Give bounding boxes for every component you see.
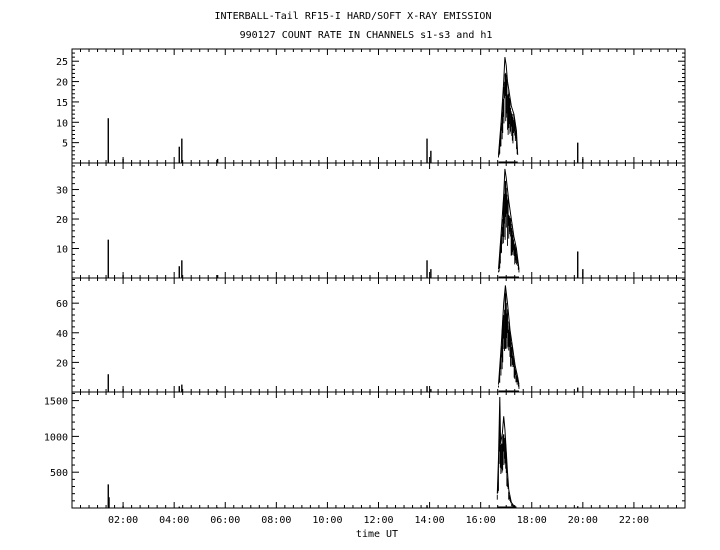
panel-s2: 10 20 30 bbox=[56, 162, 686, 279]
panel-frame bbox=[71, 48, 686, 164]
panel-h1: 500 1000 1500 bbox=[44, 391, 686, 509]
data-burst-envelope bbox=[498, 57, 519, 155]
x-tick-label: 08:00 bbox=[261, 515, 291, 526]
y-tick-label: 20 bbox=[56, 358, 68, 369]
x-tick-label: 14:00 bbox=[415, 515, 445, 526]
plot-area: 5 10 15 20 25 10 20 30 20 40 60 500 1000 1500 02:00 04:… bbox=[44, 48, 686, 526]
panel-frame bbox=[71, 162, 686, 279]
panel-s3: 20 40 60 bbox=[56, 277, 686, 393]
x-tick-label: 10:00 bbox=[312, 515, 342, 526]
y-tick-label: 20 bbox=[56, 78, 68, 89]
data-burst bbox=[496, 396, 517, 508]
x-tick-label: 18:00 bbox=[517, 515, 547, 526]
y-tick-label: 10 bbox=[56, 245, 68, 256]
y-tick-label: 25 bbox=[56, 57, 68, 68]
x-tick-label: 04:00 bbox=[159, 515, 189, 526]
panel-frame bbox=[71, 277, 686, 393]
data-burst bbox=[498, 168, 520, 278]
x-tick-label: 02:00 bbox=[108, 515, 138, 526]
x-tick-label: 06:00 bbox=[210, 515, 240, 526]
x-tick-label: 20:00 bbox=[568, 515, 598, 526]
data-burst bbox=[498, 285, 520, 392]
y-tick-label: 30 bbox=[56, 186, 68, 197]
data-burst-envelope bbox=[496, 396, 517, 508]
chart-title-line-2: 990127 COUNT RATE IN CHANNELS s1-s3 and … bbox=[240, 30, 493, 41]
panel-frame bbox=[71, 391, 686, 509]
data-burst-envelope bbox=[498, 285, 520, 385]
y-tick-label: 20 bbox=[56, 215, 68, 226]
y-tick-label: 10 bbox=[56, 118, 68, 129]
x-tick-label: 12:00 bbox=[363, 515, 393, 526]
y-tick-label: 40 bbox=[56, 329, 68, 340]
chart-title-line-1: INTERBALL-Tail RF15-I HARD/SOFT X-RAY EM… bbox=[215, 11, 492, 22]
y-tick-label: 1000 bbox=[44, 432, 68, 443]
data-burst bbox=[498, 57, 519, 163]
x-tick-label: 16:00 bbox=[466, 515, 496, 526]
x-tick-label: 22:00 bbox=[619, 515, 649, 526]
y-tick-label: 15 bbox=[56, 98, 68, 109]
data-burst-envelope bbox=[498, 168, 520, 270]
y-tick-label: 500 bbox=[50, 468, 68, 479]
x-axis-label: time UT bbox=[356, 529, 398, 540]
y-tick-label: 5 bbox=[62, 139, 68, 150]
panel-s1: 5 10 15 20 25 bbox=[56, 48, 686, 164]
y-tick-label: 60 bbox=[56, 299, 68, 310]
y-tick-label: 1500 bbox=[44, 397, 68, 408]
